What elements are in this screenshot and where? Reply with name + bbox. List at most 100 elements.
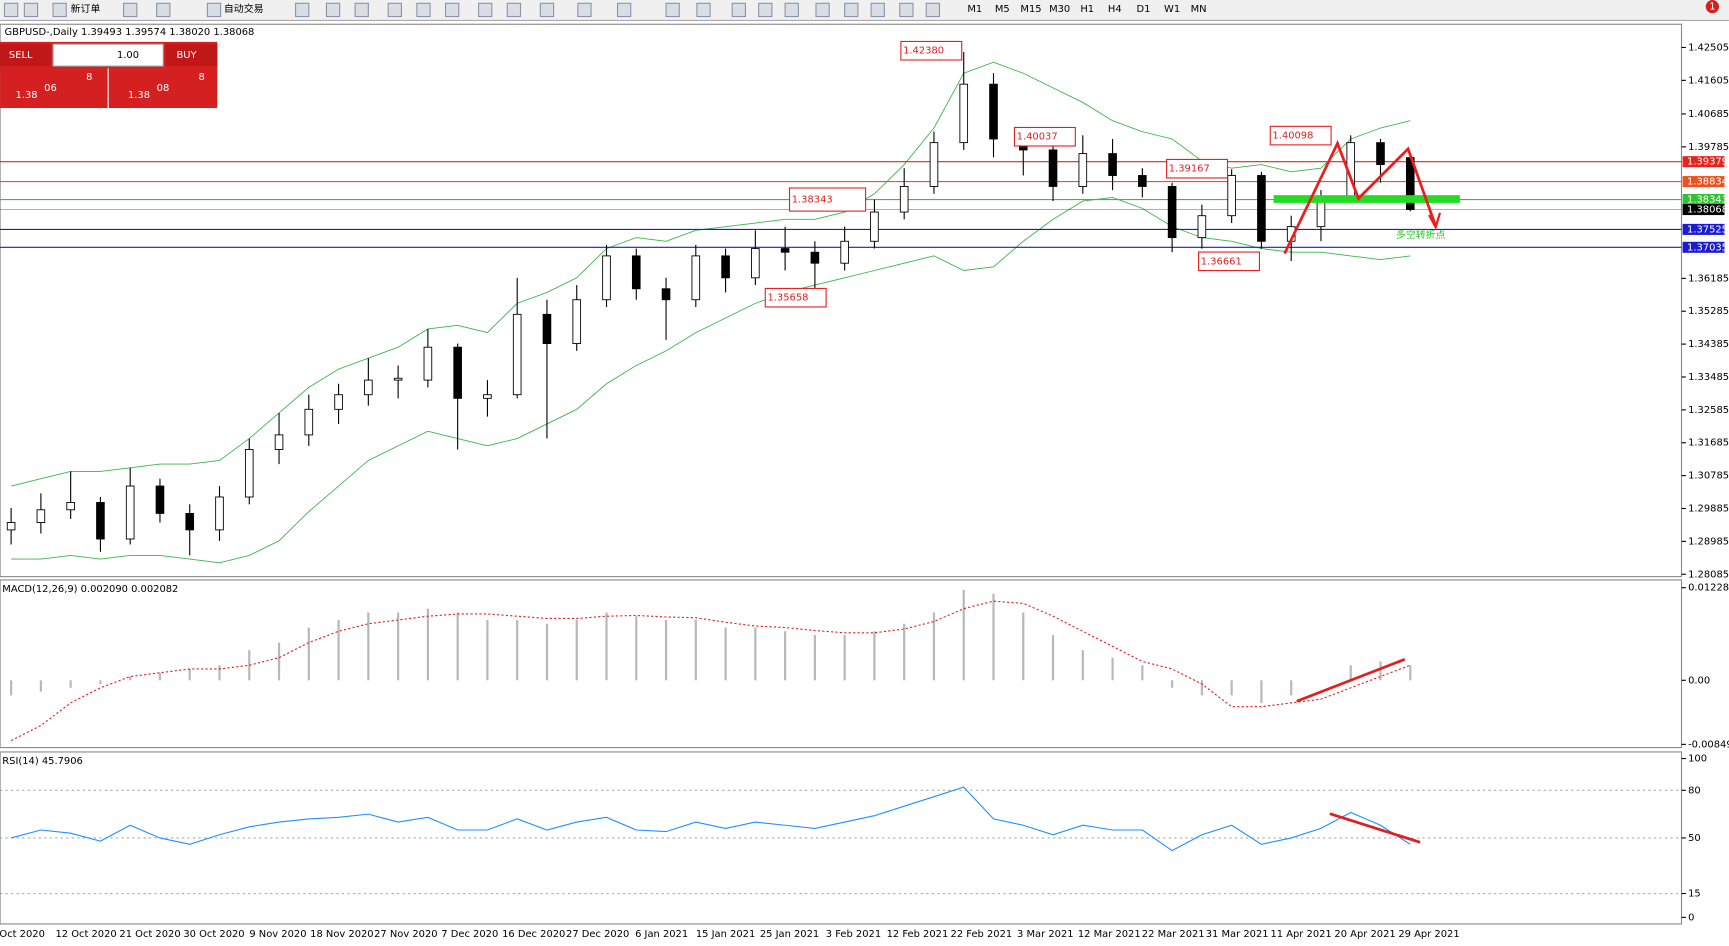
buy-label[interactable]: BUY [177,50,198,61]
toolbar-icon[interactable] [844,2,859,18]
candle-body [453,346,462,399]
timeframe[interactable]: MN [1191,4,1207,15]
toolbar-icon[interactable] [156,2,171,18]
candle-body [274,434,284,450]
timeframe[interactable]: H1 [1080,4,1094,15]
y-tick-label: 1.28985 [1688,536,1729,547]
toolbar-icon[interactable] [577,2,592,18]
x-tick-label: 3 Mar 2021 [1017,929,1074,940]
toolbar-icon[interactable] [444,2,460,18]
candle-body [1167,186,1177,239]
bollinger-upper [11,61,1411,487]
x-tick-label: 6 Jan 2021 [635,929,688,940]
y-tick-label: 1.39785 [1688,142,1729,153]
sell-big: 06 [44,83,57,94]
toolbar-icon[interactable] [696,2,711,18]
toolbar-icon[interactable] [206,2,222,18]
x-tick-label: 22 Feb 2021 [951,929,1013,940]
candle-body [542,313,552,345]
rsi-line [10,786,1411,852]
y-tick-label: 1.29885 [1688,504,1729,515]
toolbar-icon[interactable] [925,2,941,18]
y-tick-label: 0 [1688,912,1694,923]
buy-button[interactable] [165,44,218,67]
toolbar-icon[interactable] [478,2,493,18]
y-tick-label: 1.34385 [1688,339,1729,350]
macd-label: MACD(12,26,9) 0.002090 0.002082 [2,584,178,595]
price-tag-label: 1.37035 [1687,242,1728,253]
candle-body [1376,142,1385,165]
toolbar [0,0,1729,20]
toolbar-icon[interactable] [325,2,341,18]
timeframe[interactable]: W1 [1164,4,1180,15]
timeframe[interactable]: M30 [1049,4,1070,15]
candle-body [602,255,611,301]
price-tag-label: 1.38343 [1687,195,1728,206]
timeframe[interactable]: M15 [1020,4,1041,15]
toolbar-icon[interactable] [52,2,67,18]
timeframe[interactable]: M1 [967,4,982,15]
candle-body [1078,153,1088,187]
toolbar-icon[interactable] [506,2,522,18]
macd-arrow [1296,658,1406,703]
toolbar-icon[interactable] [665,2,680,18]
candle-body [840,240,849,264]
auto-trading[interactable]: 自动交易 [224,2,264,15]
toolbar-icon[interactable] [815,2,830,18]
candle-body [483,394,492,399]
candle-body [870,211,879,242]
y-tick-label: 1.33485 [1688,372,1729,383]
toolbar-icon[interactable] [123,2,138,18]
timeframe[interactable]: M5 [995,4,1010,15]
candle-body [1048,149,1058,187]
annotation: 1.36661 [1201,256,1242,267]
timeframe[interactable]: H4 [1108,4,1122,15]
sell-label[interactable]: SELL [9,50,33,61]
candle-body [304,408,314,436]
candle-body [1227,175,1236,217]
timeframe[interactable]: D1 [1136,4,1150,15]
toolbar-icon[interactable] [387,2,402,18]
toolbar-icon[interactable] [23,2,39,18]
price-tag [1682,204,1725,216]
y-tick-label: -0.008499 [1688,739,1729,750]
new-order[interactable]: 新订单 [71,2,101,15]
support-zone [1273,195,1460,203]
toolbar-icon[interactable] [870,2,885,18]
toolbar-icon[interactable] [295,2,310,18]
toolbar-icon[interactable] [899,2,914,18]
sell-button[interactable] [0,44,51,67]
y-tick-label: 1.28085 [1688,569,1729,580]
x-tick-label: 11 Apr 2021 [1270,929,1331,940]
y-tick-label: 1.32585 [1688,405,1729,416]
toolbar-icon[interactable] [616,2,632,18]
annotation-box [1198,251,1260,272]
x-tick-label: 9 Nov 2020 [249,929,306,940]
toolbar-icon[interactable] [539,2,555,18]
x-tick-label: 27 Nov 2020 [374,929,437,940]
arrow-head [1428,212,1442,230]
candle-body [393,377,403,381]
annotation: 1.35658 [767,293,808,304]
y-tick-label: 1.36185 [1688,273,1729,284]
candle-body [512,313,522,396]
candle-body [36,509,46,524]
volume[interactable]: 1.00 [117,50,139,61]
x-tick-label: 31 Mar 2021 [1206,929,1269,940]
candle-body [959,83,969,144]
macd-pane [0,579,1683,749]
annotation: 1.38343 [792,195,833,206]
x-tick-label: 7 Dec 2020 [441,929,498,940]
toolbar-icon[interactable] [731,2,746,18]
x-tick-label: 15 Jan 2021 [696,929,755,940]
symbol-info: GBPUSD-,Daily 1.39493 1.39574 1.38020 1.… [5,27,255,38]
buy-big: 08 [157,83,170,94]
candle-body [631,255,641,290]
toolbar-icon[interactable] [3,2,19,18]
toolbar-icon[interactable] [758,2,773,18]
toolbar-icon[interactable] [354,2,369,18]
toolbar-icon[interactable] [784,2,799,18]
volume-box[interactable] [52,43,164,67]
notification-badge[interactable] [1705,0,1719,14]
toolbar-icon[interactable] [416,2,431,18]
